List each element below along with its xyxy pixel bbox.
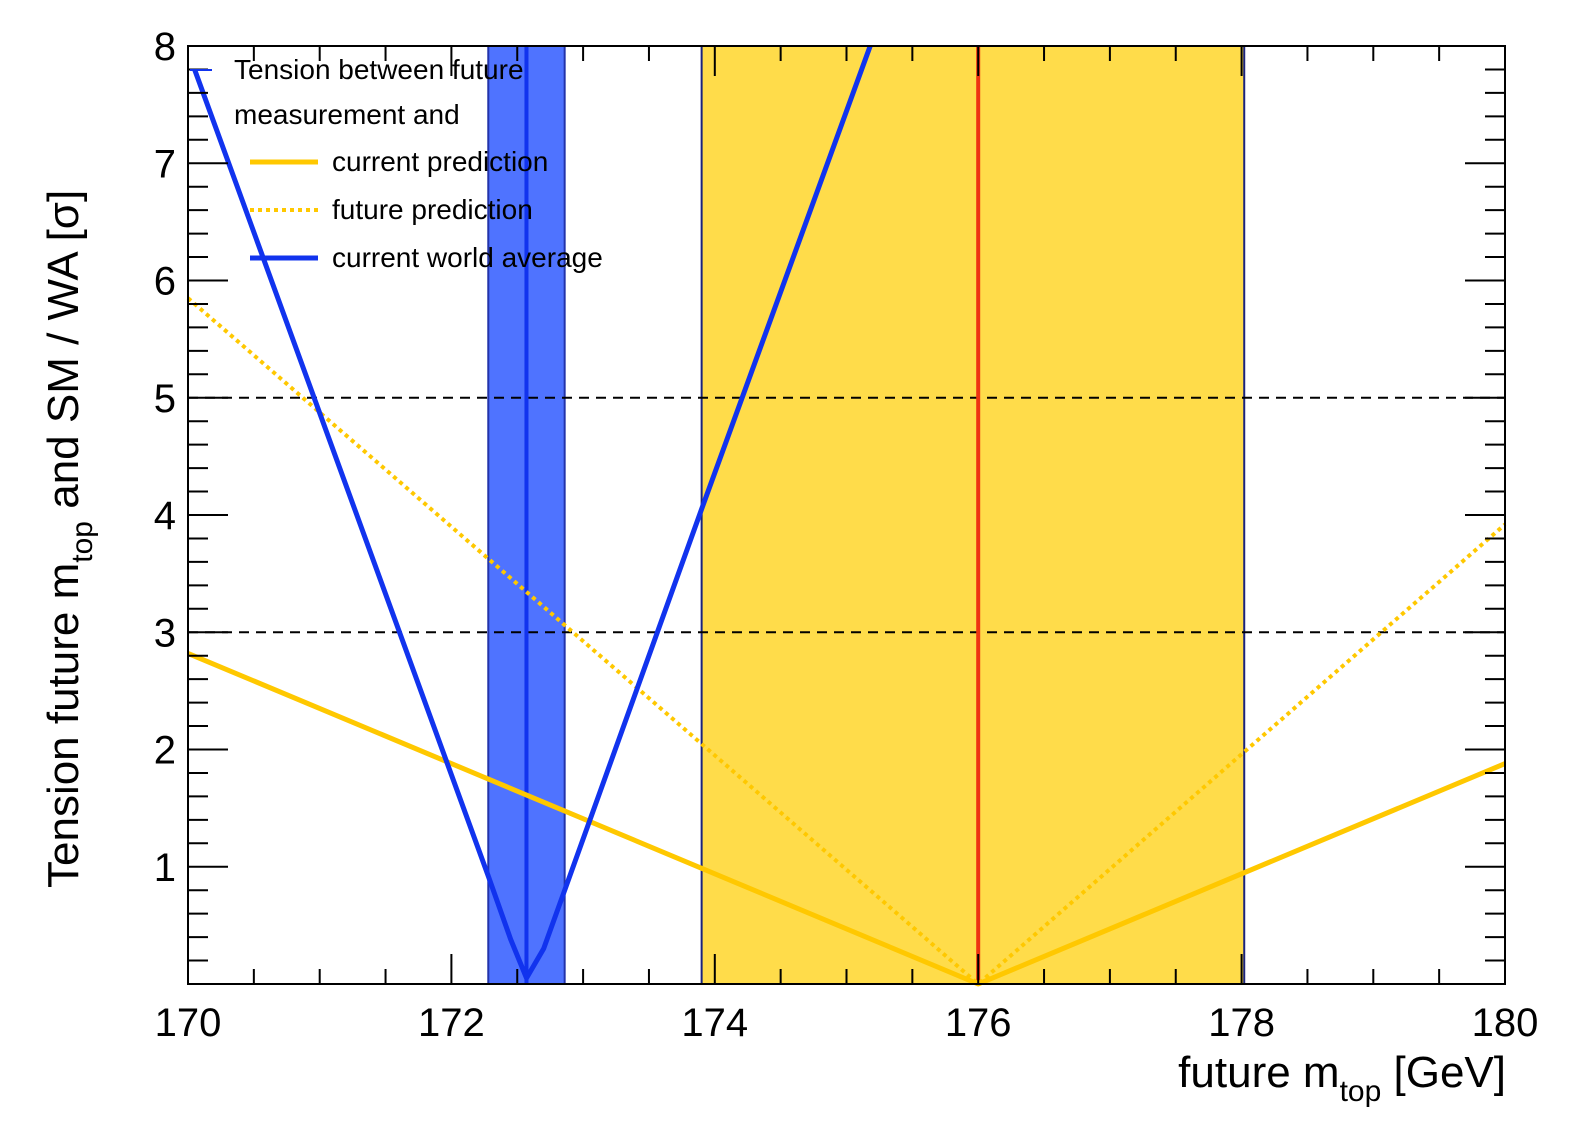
tick-labels: 170 172 174 176 178 180 1 2 3 4 5 6 7 8 [154, 25, 1539, 1045]
reference-lines [188, 396, 1505, 634]
legend-label-current-world-average: current world average [332, 242, 603, 273]
y-tick-label-8: 8 [154, 25, 176, 69]
y-axis-title-subscript: top [66, 521, 99, 563]
x-tick-label-172: 172 [418, 1001, 485, 1045]
x-axis-title: future mtop [GeV] [1178, 1048, 1506, 1108]
y-axis-title-post: and SM / WA [σ] [39, 190, 88, 521]
legend-label-current-prediction: current prediction [332, 146, 548, 177]
plot-frame [187, 45, 1506, 985]
x-tick-label-176: 176 [945, 1001, 1012, 1045]
legend-label-future-prediction: future prediction [332, 194, 533, 225]
series-current-world-average [192, 45, 873, 981]
x-axis-title-main: future m [1178, 1048, 1339, 1097]
x-axis-title-unit: [GeV] [1381, 1048, 1506, 1097]
legend: Tension between future measurement and c… [190, 54, 603, 273]
y-tick-label-4: 4 [154, 494, 176, 538]
uncertainty-bands [487, 45, 1246, 985]
y-tick-label-6: 6 [154, 260, 176, 304]
x-axis-title-subscript: top [1340, 1075, 1382, 1108]
y-tick-label-1: 1 [154, 846, 176, 890]
y-tick-label-5: 5 [154, 377, 176, 421]
y-axis-title-pre: Tension future m [39, 563, 88, 888]
x-tick-label-170: 170 [155, 1001, 222, 1045]
prediction-band [700, 45, 1246, 985]
y-tick-label-7: 7 [154, 142, 176, 186]
central-value-lines [524, 46, 981, 984]
x-tick-label-178: 178 [1208, 1001, 1275, 1045]
y-axis-title: Tension future mtop and SM / WA [σ] [39, 190, 99, 888]
axis-ticks [188, 46, 1505, 984]
y-tick-label-2: 2 [154, 729, 176, 773]
x-tick-label-174: 174 [681, 1001, 748, 1045]
legend-header-line-2: measurement and [234, 99, 460, 130]
legend-header-line-1: Tension between future [234, 54, 524, 85]
y-tick-label-3: 3 [154, 611, 176, 655]
x-tick-label-180: 180 [1472, 1001, 1539, 1045]
series-future-prediction [186, 296, 1507, 986]
